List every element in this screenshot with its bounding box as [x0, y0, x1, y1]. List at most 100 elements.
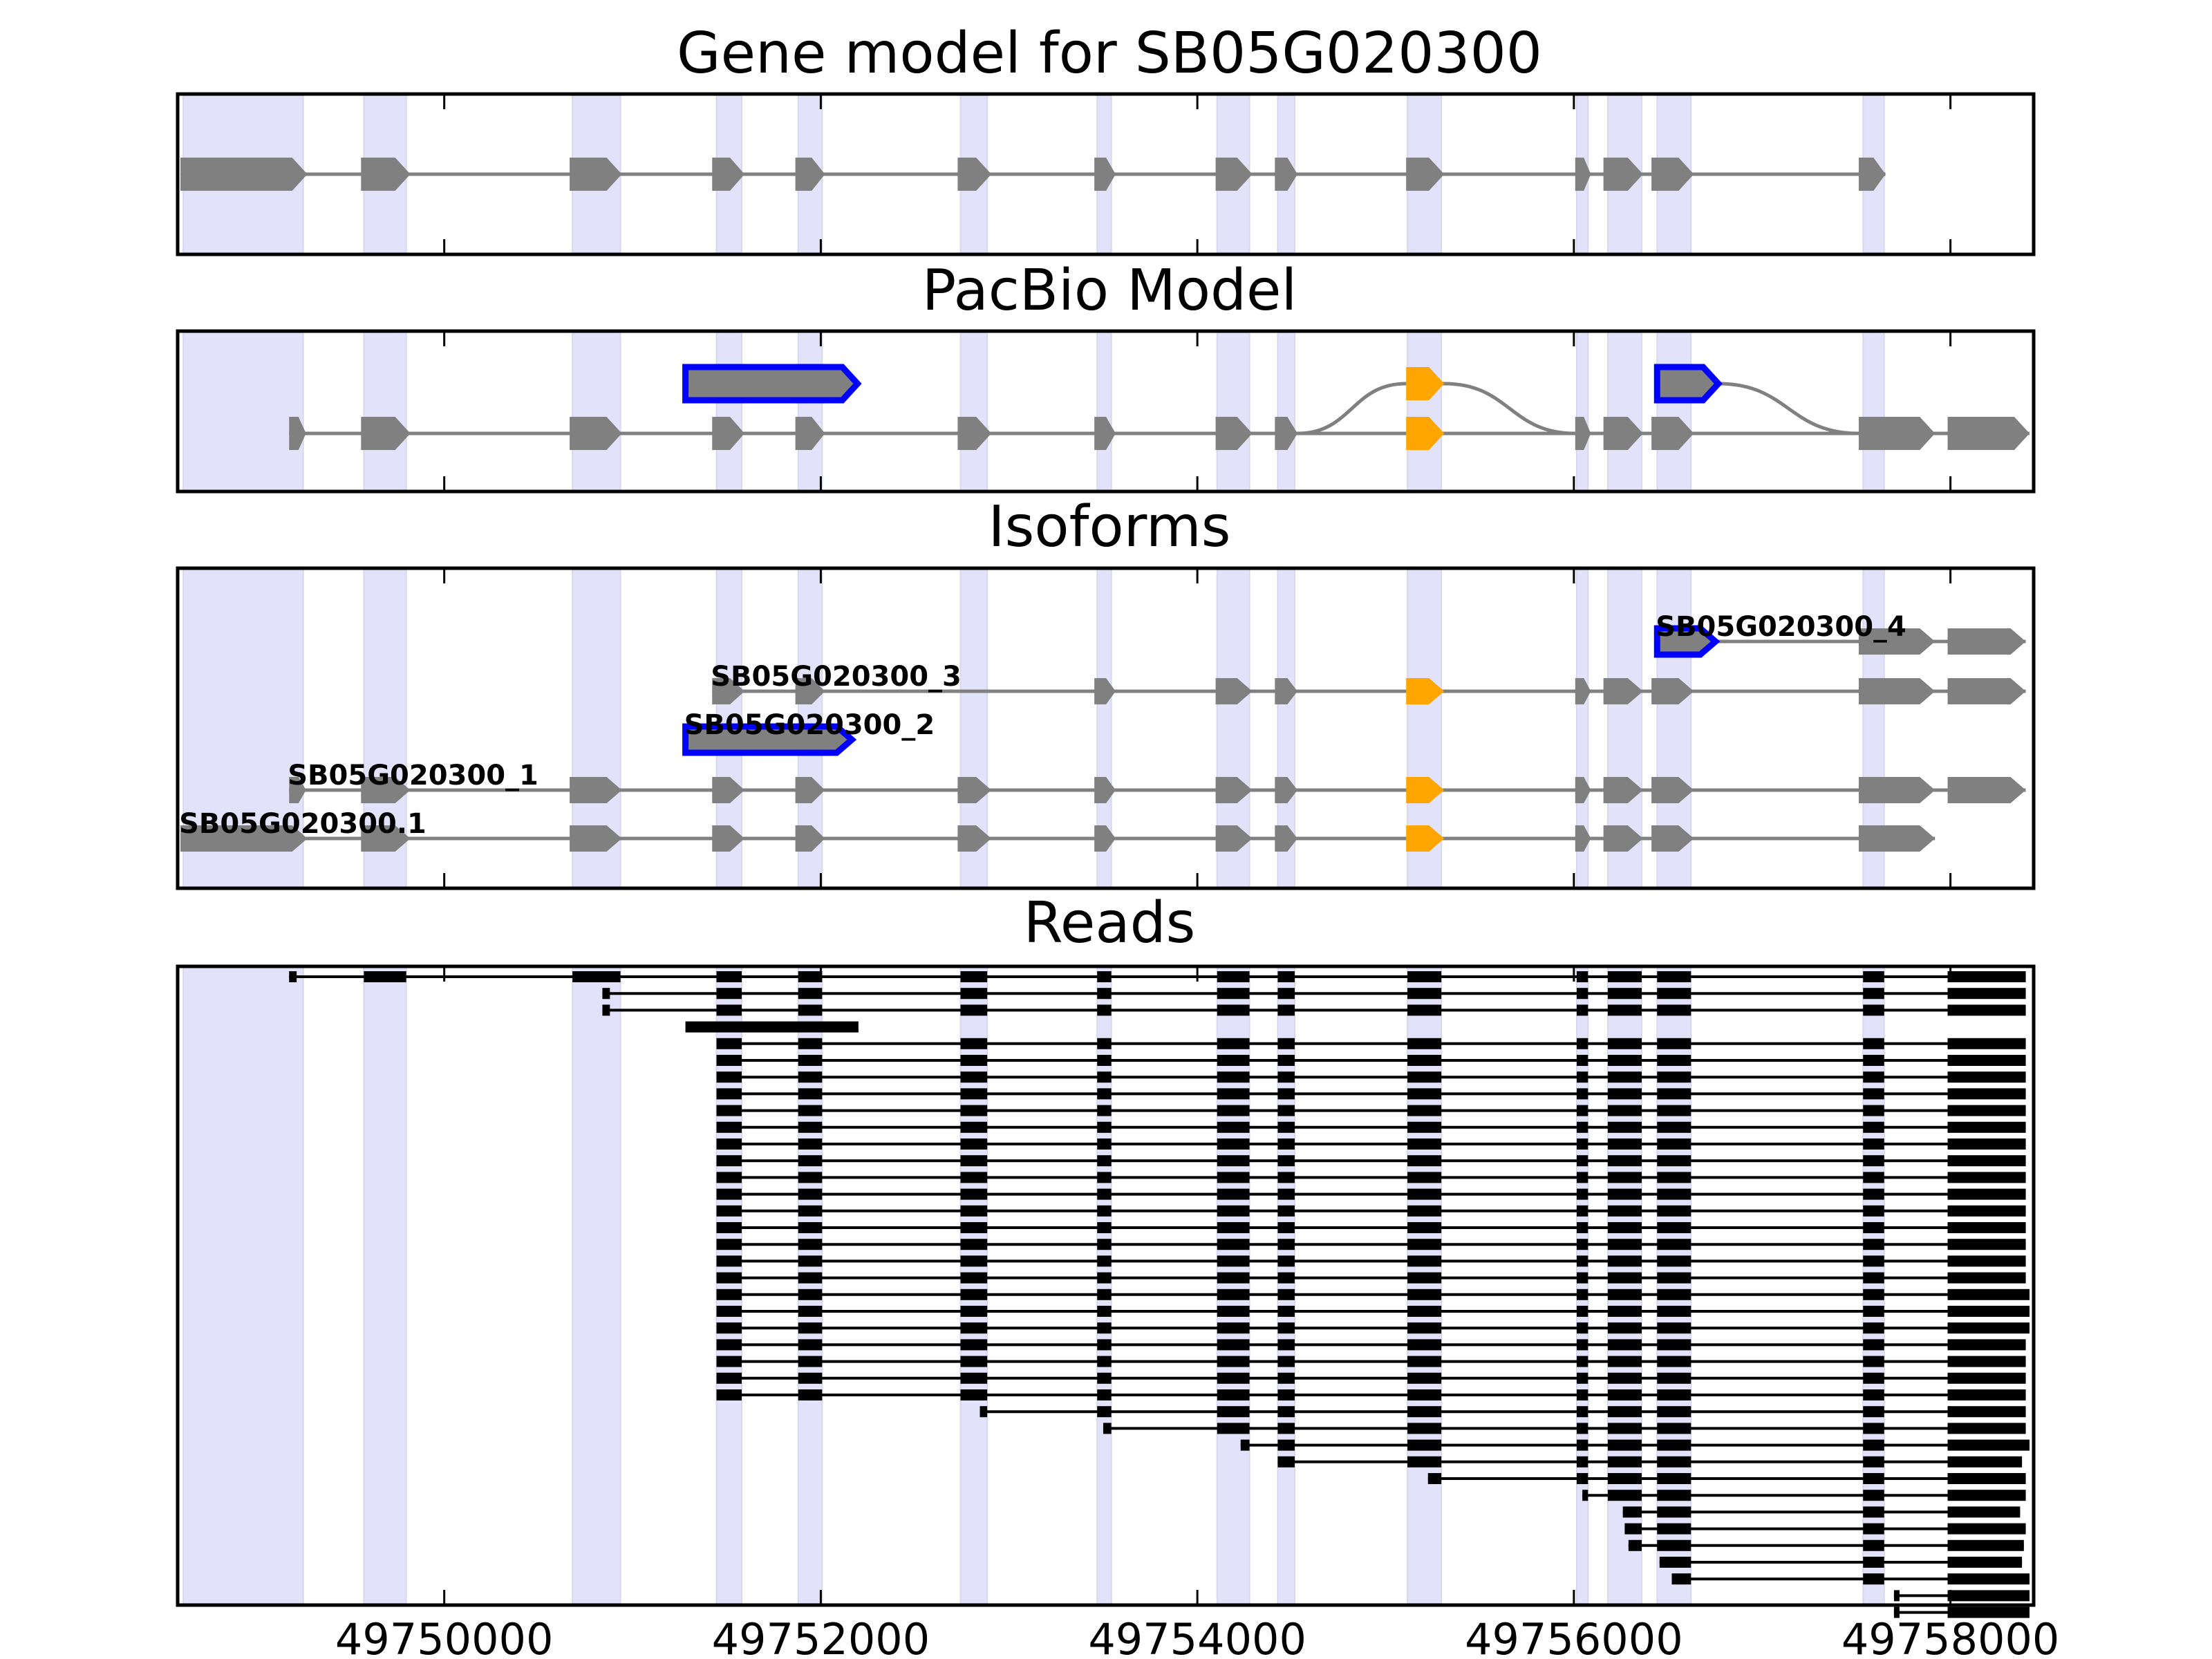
read-exon	[1657, 1222, 1691, 1233]
read-exon	[1277, 1188, 1295, 1200]
alt-exon	[1406, 417, 1445, 450]
read-exon	[1947, 1004, 2026, 1016]
read-exon	[1947, 1306, 2030, 1317]
read-exon	[1576, 1121, 1588, 1133]
read-exon	[1576, 1272, 1588, 1284]
exon	[1215, 825, 1253, 852]
read	[716, 1339, 2026, 1351]
read-exon	[798, 1288, 823, 1300]
read-exon	[1657, 1506, 1691, 1518]
read-exon	[960, 1306, 988, 1317]
read-exon	[1607, 1356, 1642, 1367]
read-exon	[1277, 1439, 1295, 1451]
panel-pacbio-model	[176, 329, 2036, 494]
exon	[361, 158, 411, 191]
read-exon	[1893, 1590, 1900, 1602]
exon	[1575, 417, 1591, 450]
read-exon	[798, 1222, 823, 1233]
read-exon	[798, 1155, 823, 1167]
transcript-track	[1297, 367, 1575, 435]
read-exon	[1657, 1255, 1691, 1267]
read	[716, 1155, 2026, 1167]
read-exon	[1277, 1205, 1295, 1217]
read	[716, 1188, 2026, 1200]
exon	[361, 417, 411, 450]
read-exon	[960, 1372, 988, 1384]
read	[1893, 1590, 2030, 1602]
read-exon	[1947, 1288, 2030, 1300]
read-exon	[1240, 1439, 1250, 1451]
read-exon	[960, 1088, 988, 1100]
read	[716, 1222, 2026, 1233]
read-exon	[1097, 1406, 1112, 1418]
read-exon	[1277, 1138, 1295, 1150]
read-exon	[716, 1222, 742, 1233]
read-exon	[1863, 1038, 1884, 1049]
exon	[1603, 678, 1643, 704]
read	[1624, 1523, 2026, 1535]
x-tick-label: 49758000	[1841, 1614, 2060, 1659]
read-exon	[1097, 1272, 1112, 1284]
read-exon	[1407, 1205, 1442, 1217]
read-exon	[798, 1138, 823, 1150]
read-exon	[1607, 1473, 1642, 1484]
read-exon	[1863, 1490, 1884, 1501]
read-exon	[1607, 1138, 1642, 1150]
read-exon	[798, 1372, 823, 1384]
read-exon	[1217, 1239, 1250, 1250]
read-exon	[716, 1138, 742, 1150]
exon	[795, 417, 825, 450]
read-exon	[798, 1055, 823, 1066]
read-exon	[1657, 1155, 1691, 1167]
read-exon	[1657, 1088, 1691, 1100]
title-gene-model: Gene model for SB05G020300	[677, 21, 1542, 86]
exon	[180, 825, 308, 852]
read-exon	[1576, 971, 1588, 982]
read-exon	[1277, 1322, 1295, 1334]
read-exon	[1863, 988, 1884, 1000]
read-exon	[1576, 1406, 1588, 1418]
read-exon	[716, 1055, 742, 1066]
exon	[1947, 777, 2026, 803]
exon	[795, 825, 825, 852]
exon	[1215, 678, 1253, 704]
exon-band	[1656, 330, 1692, 492]
read-exon	[1657, 1004, 1691, 1016]
exon	[1094, 417, 1116, 450]
read-exon	[1657, 1490, 1691, 1501]
read	[602, 988, 2026, 1000]
exon	[957, 158, 992, 191]
read-exon	[602, 1004, 610, 1016]
read	[716, 1239, 2026, 1250]
title-pacbio-model: PacBio Model	[922, 258, 1297, 324]
isoform-label: SB05G020300_1	[288, 760, 538, 791]
read-exon	[1217, 1339, 1250, 1351]
read-exon	[1217, 988, 1250, 1000]
exon	[1215, 158, 1253, 191]
read-exon	[716, 1389, 742, 1400]
exon	[289, 417, 306, 450]
read-exon	[1863, 1389, 1884, 1400]
exon	[1275, 825, 1298, 852]
read-exon	[1576, 1306, 1588, 1317]
exon-band	[1096, 330, 1112, 492]
read-exon	[1657, 1105, 1691, 1116]
read	[716, 1038, 2026, 1049]
read-exon	[1407, 1004, 1442, 1016]
read-exon	[1657, 1456, 1691, 1468]
read-exon	[1657, 1372, 1691, 1384]
read-exon	[960, 988, 988, 1000]
read-exon	[1657, 1339, 1691, 1351]
read-exon	[1576, 988, 1588, 1000]
read-exon	[1217, 1222, 1250, 1233]
transcript-track: SB05G020300_2	[682, 709, 935, 756]
read-exon	[716, 1288, 742, 1300]
read-exon	[1947, 1523, 2026, 1535]
read-exon	[1607, 1239, 1642, 1250]
read	[602, 1004, 2026, 1016]
read-exon	[1947, 1439, 2030, 1451]
panel-reads	[176, 964, 2036, 1618]
read-exon	[1217, 1255, 1250, 1267]
read-exon	[1863, 1573, 1884, 1585]
